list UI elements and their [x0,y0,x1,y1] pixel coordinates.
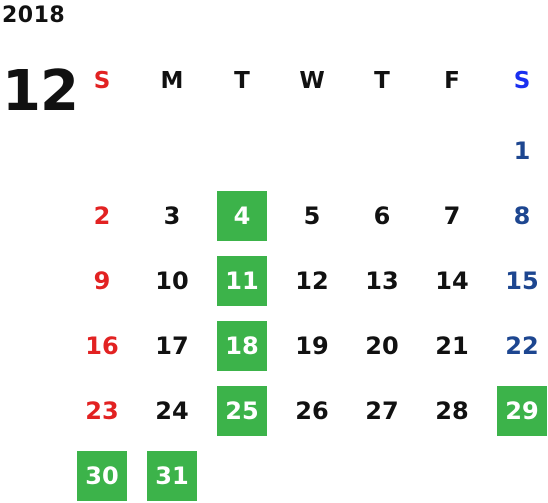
weekday-friday: F [444,68,460,94]
year-label: 2018 [2,3,66,28]
day-cell: 25 [217,386,267,436]
day-cell: 3 [163,202,181,230]
month-label: 12 [2,59,79,124]
weekday-wednesday: W [299,68,325,94]
day-cell: 7 [443,202,461,230]
day-cell: 5 [303,202,321,230]
day-cell: 19 [295,332,329,360]
day-cell: 21 [435,332,469,360]
day-cell: 26 [295,397,329,425]
day-cell: 2 [93,202,111,230]
weekday-monday: M [160,68,184,94]
day-cell: 30 [77,451,127,501]
day-cell: 27 [365,397,399,425]
day-cell: 24 [155,397,189,425]
weekday-saturday: S [513,68,531,94]
day-cell: 4 [217,191,267,241]
day-cell: 10 [155,267,189,295]
day-cell: 9 [93,267,111,295]
day-cell: 29 [497,386,547,436]
day-cell: 15 [505,267,539,295]
weekday-tuesday: T [234,68,250,94]
weekday-thursday: T [374,68,390,94]
day-cell: 1 [513,137,531,165]
day-cell: 22 [505,332,539,360]
day-cell: 23 [85,397,119,425]
weekday-sunday: S [93,68,111,94]
day-cell: 6 [373,202,391,230]
day-cell: 11 [217,256,267,306]
day-cell: 16 [85,332,119,360]
day-cell: 31 [147,451,197,501]
day-cell: 18 [217,321,267,371]
day-cell: 12 [295,267,329,295]
day-cell: 14 [435,267,469,295]
day-cell: 13 [365,267,399,295]
day-cell: 17 [155,332,189,360]
day-cell: 28 [435,397,469,425]
day-cell: 20 [365,332,399,360]
day-cell: 8 [513,202,531,230]
